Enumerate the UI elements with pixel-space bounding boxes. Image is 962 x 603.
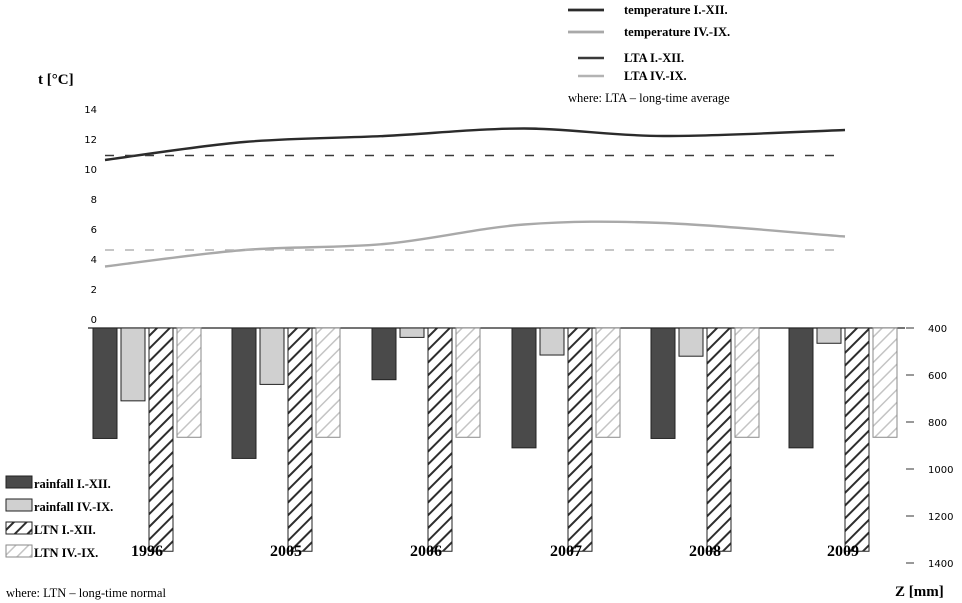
rainfall-legend-label: rainfall I.-XII.: [34, 477, 111, 491]
temperature-legend-note: where: LTA – long-time average: [568, 91, 730, 105]
rainfall-bar: [788, 327, 814, 449]
rainfall-bar: [595, 327, 621, 438]
temperature-tick-label: 12: [84, 135, 97, 146]
rainfall-bar: [259, 327, 285, 385]
rainfall-tick-label: 800: [928, 418, 947, 429]
rainfall-bar: [816, 327, 842, 344]
rainfall-tick-label: 400: [928, 324, 947, 335]
rainfall-bar: [706, 327, 732, 552]
year-labels: 1996 2005 2006 2007 2008 2009: [131, 543, 859, 560]
rainfall-axis-label: Z [mm]: [895, 584, 944, 600]
rainfall-bar: [176, 327, 202, 438]
temperature-tick-label: 4: [91, 255, 97, 266]
temperature-legend-label: temperature IV.-IX.: [624, 25, 730, 39]
temperature-tick-label: 14: [84, 105, 97, 116]
rainfall-legend-swatch: [5, 475, 33, 489]
rainfall-bar: [844, 327, 870, 552]
rainfall-bar: [678, 327, 704, 357]
temperature-lines: [104, 127, 846, 268]
temperature-legend-label: temperature I.-XII.: [624, 3, 728, 17]
rainfall-bar: [148, 327, 174, 552]
rainfall-bar: [231, 327, 257, 459]
temperature-tick-label: 10: [84, 165, 97, 176]
rainfall-bar: [427, 327, 453, 552]
rainfall-tick-label: 1400: [928, 559, 953, 570]
temperature-tick-label: 2: [91, 285, 97, 296]
rainfall-bar: [511, 327, 537, 449]
rainfall-legend: rainfall I.-XII. rainfall IV.-IX. LTN I.-X…: [5, 475, 113, 560]
temperature-tick-label: 6: [91, 225, 97, 236]
year-label: 2006: [410, 543, 442, 560]
temperature-tick-label: 8: [91, 195, 97, 206]
rainfall-legend-swatch: [5, 544, 33, 558]
rainfall-tick-label: 1200: [928, 512, 953, 523]
rainfall-bar: [872, 327, 898, 438]
rainfall-tick-label: 1000: [928, 465, 953, 476]
rainfall-bar: [399, 327, 425, 338]
temperature-legend-label: LTA IV.-IX.: [624, 69, 687, 83]
year-label: 2009: [827, 543, 859, 560]
rainfall-legend-label: LTN I.-XII.: [34, 523, 96, 537]
rainfall-bar: [287, 327, 313, 552]
year-label: 2007: [550, 543, 582, 560]
year-label: 2008: [689, 543, 721, 560]
rainfall-bar: [539, 327, 565, 356]
rainfall-bar: [734, 327, 760, 438]
rainfall-legend-note: where: LTN – long-time normal: [6, 586, 166, 600]
rainfall-tick-label: 600: [928, 371, 947, 382]
temperature-legend-label: LTA I.-XII.: [624, 51, 684, 65]
rainfall-legend-label: LTN IV.-IX.: [34, 546, 98, 560]
rainfall-bar: [455, 327, 481, 438]
temperature-series-line: [104, 220, 846, 268]
rainfall-legend-swatch: [5, 498, 33, 512]
rainfall-legend-swatch: [5, 521, 33, 535]
rainfall-bar: [120, 327, 146, 402]
temperature-tick-label: 0: [91, 315, 97, 326]
rainfall-bar: [315, 327, 341, 438]
rainfall-legend-label: rainfall IV.-IX.: [34, 500, 113, 514]
rainfall-bar: [371, 327, 397, 381]
year-label: 1996: [131, 543, 163, 560]
rainfall-y-ticks: 400 600 800 1000 1200 1400: [906, 324, 953, 570]
temperature-y-ticks: 0 2 4 6 8 10 12 14: [84, 105, 97, 326]
temperature-series-line: [104, 127, 846, 162]
rainfall-bar: [92, 327, 118, 439]
rainfall-bar: [650, 327, 676, 439]
rainfall-bars: [92, 327, 898, 552]
temperature-legend: temperature I.-XII. temperature IV.-IX. LT…: [568, 3, 730, 83]
rainfall-bar: [567, 327, 593, 552]
year-label: 2005: [270, 543, 302, 560]
temperature-axis-label: t [°C]: [38, 72, 74, 88]
